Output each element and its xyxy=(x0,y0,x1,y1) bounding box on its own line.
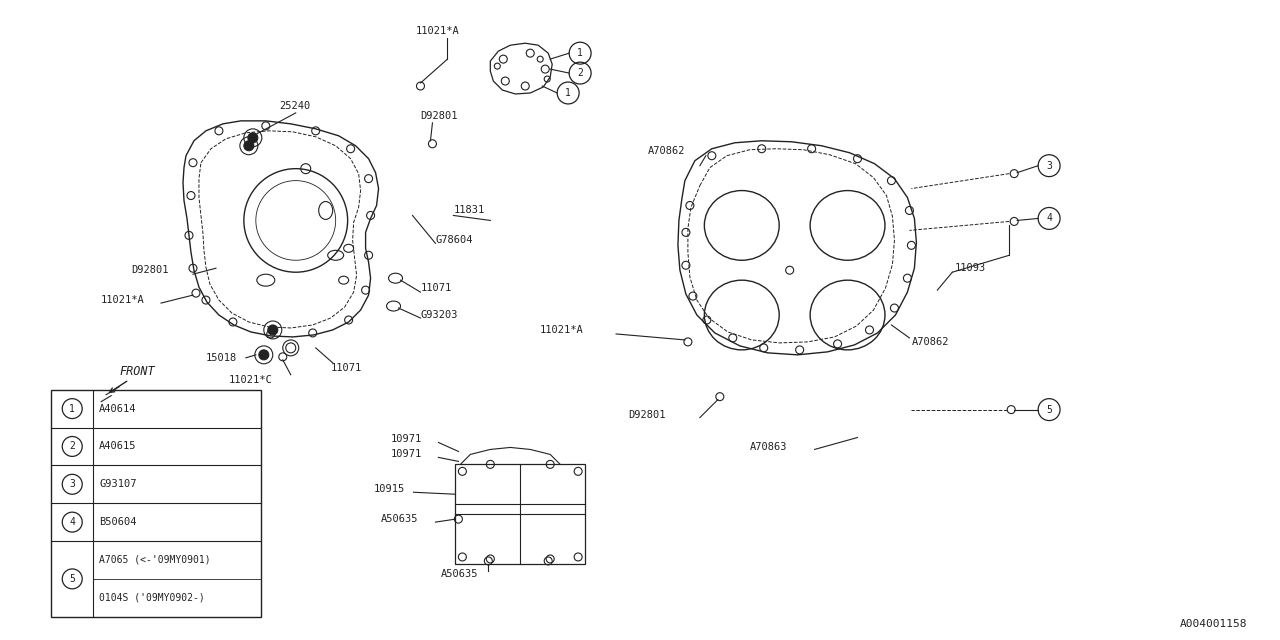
Text: 10971: 10971 xyxy=(390,435,422,444)
Text: 11093: 11093 xyxy=(955,263,986,273)
Text: 3: 3 xyxy=(69,479,76,490)
Text: 2: 2 xyxy=(577,68,584,78)
Text: 11021*C: 11021*C xyxy=(229,375,273,385)
Text: 5: 5 xyxy=(1046,404,1052,415)
Circle shape xyxy=(259,350,269,360)
Text: A7065 (<-'09MY0901): A7065 (<-'09MY0901) xyxy=(99,555,211,565)
Text: A50635: A50635 xyxy=(440,569,477,579)
Text: 11021*A: 11021*A xyxy=(416,26,460,36)
Text: 3: 3 xyxy=(1046,161,1052,171)
Bar xyxy=(456,465,585,564)
Text: B50604: B50604 xyxy=(99,517,137,527)
Text: 25240: 25240 xyxy=(279,101,310,111)
Text: FRONT: FRONT xyxy=(119,365,155,378)
Text: G78604: G78604 xyxy=(435,236,472,245)
Text: 5: 5 xyxy=(69,574,76,584)
Text: A40614: A40614 xyxy=(99,404,137,413)
Text: 15018: 15018 xyxy=(206,353,237,363)
Text: A70862: A70862 xyxy=(911,337,948,347)
Text: 1: 1 xyxy=(69,404,76,413)
Text: 10915: 10915 xyxy=(374,484,404,494)
Text: 11021*A: 11021*A xyxy=(101,295,145,305)
Text: 11831: 11831 xyxy=(453,205,485,216)
Text: A70862: A70862 xyxy=(648,146,686,156)
Text: D92801: D92801 xyxy=(628,410,666,420)
Text: 11021*A: 11021*A xyxy=(540,325,584,335)
Text: D92801: D92801 xyxy=(131,265,169,275)
Text: A004001158: A004001158 xyxy=(1180,619,1248,628)
Text: 2: 2 xyxy=(69,442,76,451)
Text: 11071: 11071 xyxy=(420,283,452,293)
Text: 4: 4 xyxy=(1046,214,1052,223)
Text: G93203: G93203 xyxy=(420,310,458,320)
Text: 0104S ('09MY0902-): 0104S ('09MY0902-) xyxy=(99,593,205,603)
Bar xyxy=(51,390,261,617)
Text: A50635: A50635 xyxy=(380,514,419,524)
Circle shape xyxy=(244,141,253,151)
Circle shape xyxy=(268,325,278,335)
Text: 11071: 11071 xyxy=(330,363,362,372)
Text: D92801: D92801 xyxy=(420,111,458,121)
Text: A40615: A40615 xyxy=(99,442,137,451)
Text: 1: 1 xyxy=(577,48,584,58)
Text: G93107: G93107 xyxy=(99,479,137,490)
Text: 4: 4 xyxy=(69,517,76,527)
Text: 10971: 10971 xyxy=(390,449,422,460)
Circle shape xyxy=(248,133,257,143)
Text: 1: 1 xyxy=(566,88,571,98)
Text: A70863: A70863 xyxy=(750,442,787,452)
